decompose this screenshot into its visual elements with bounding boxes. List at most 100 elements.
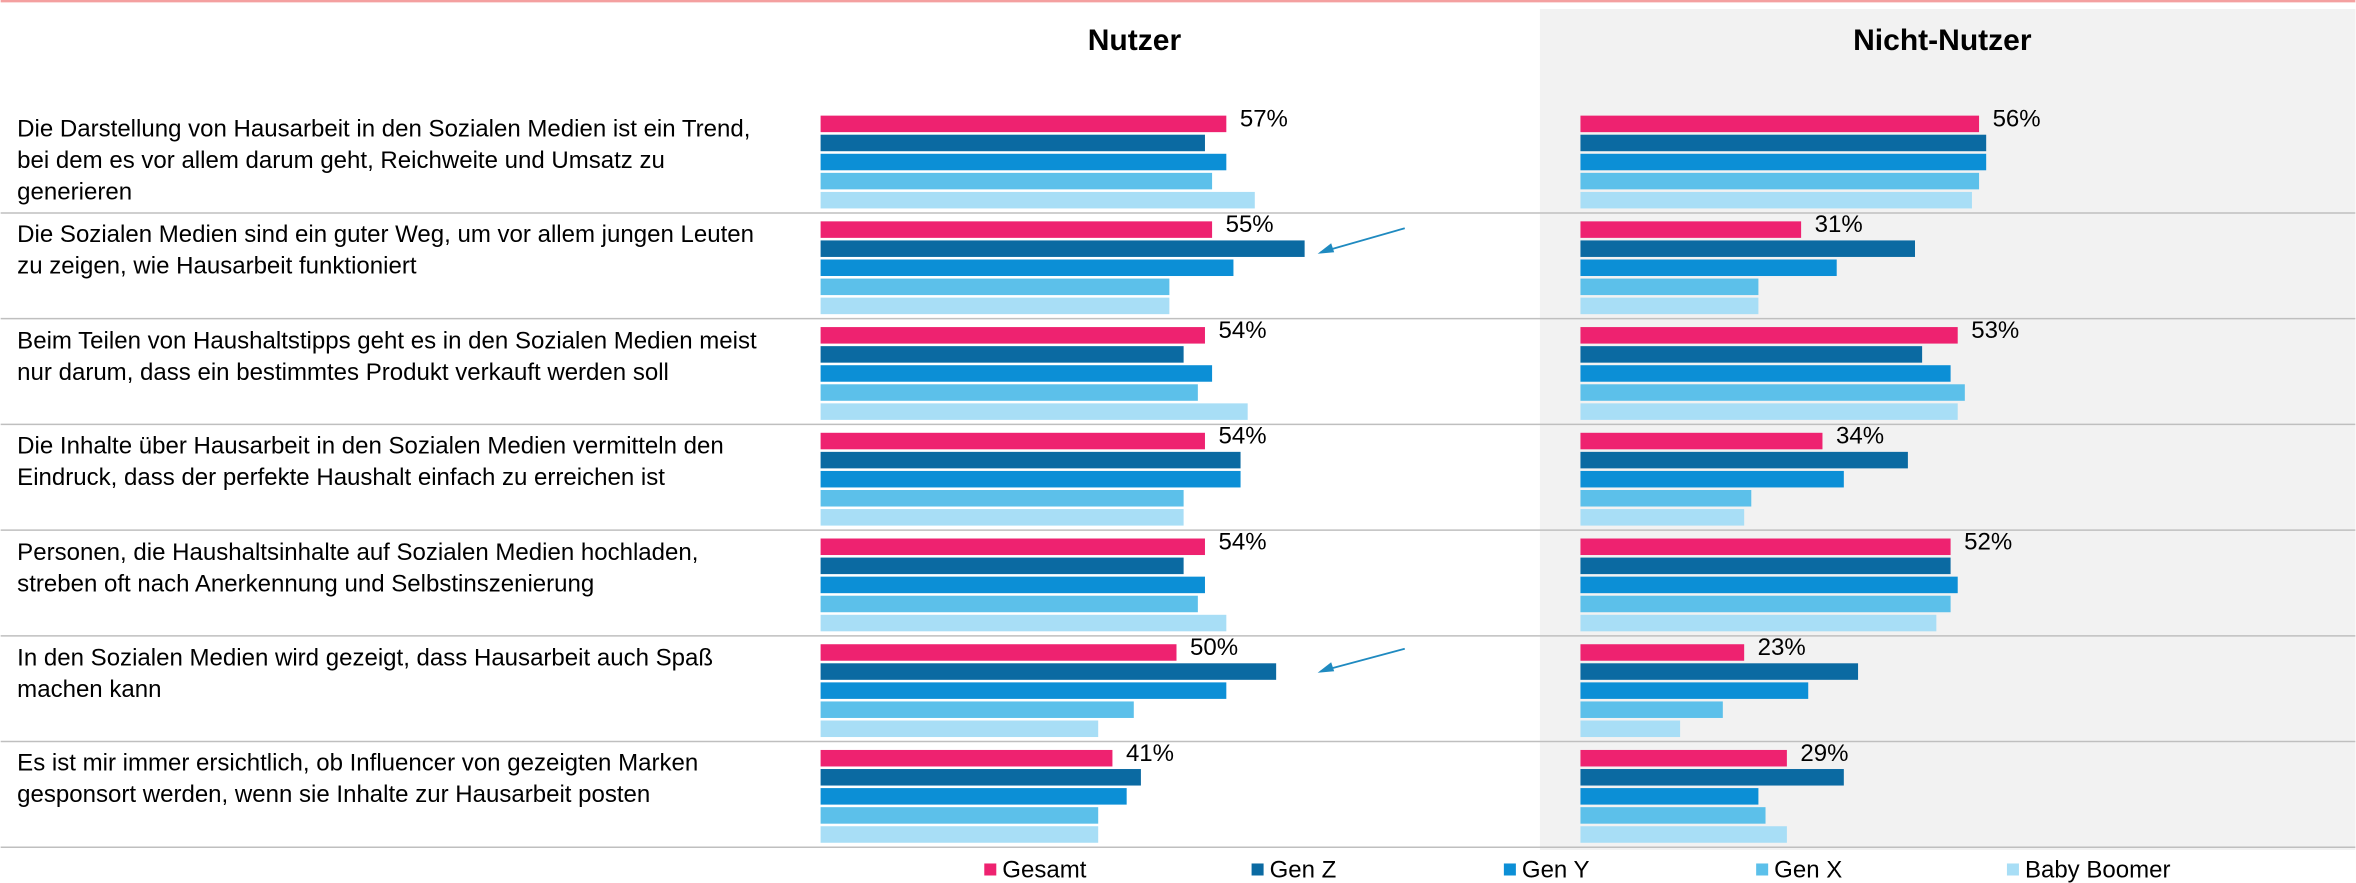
bar	[1580, 451, 1908, 469]
bar	[1580, 172, 1980, 190]
value-label: 54%	[1218, 317, 1266, 344]
bar	[820, 490, 1184, 507]
value-label: 29%	[1800, 740, 1848, 767]
bar	[1580, 509, 1745, 526]
bar	[820, 538, 1205, 556]
bar	[1580, 576, 1958, 594]
legend-label: Gesamt	[1002, 856, 1086, 883]
bar	[1580, 153, 1987, 171]
category-label-box: In den Sozialen Medien wird gezeigt, das…	[17, 646, 713, 703]
arrow-head	[1317, 243, 1335, 254]
bar	[1580, 701, 1723, 718]
bar	[820, 384, 1198, 401]
bar	[1580, 826, 1787, 843]
value-label: 54%	[1218, 528, 1266, 555]
bar	[1580, 720, 1681, 738]
bar	[1580, 346, 1923, 363]
bar	[820, 259, 1234, 277]
value-label: 55%	[1226, 211, 1274, 238]
arrow	[1320, 227, 1406, 254]
bar	[1580, 259, 1837, 277]
bar	[820, 451, 1241, 469]
bar	[820, 346, 1184, 363]
category-label: Die Darstellung von Hausarbeit in den So…	[17, 117, 751, 206]
bar	[1580, 644, 1745, 661]
category-label-box: Die Sozialen Medien sind ein guter Weg, …	[17, 223, 754, 280]
bar	[820, 240, 1305, 257]
bar	[820, 807, 1099, 824]
value-label: 34%	[1836, 423, 1884, 450]
bar	[820, 701, 1134, 718]
bar	[820, 115, 1227, 133]
value-label: 57%	[1240, 105, 1288, 132]
bar	[1580, 807, 1766, 824]
bar	[1580, 240, 1916, 257]
bar	[1580, 614, 1937, 632]
bar	[820, 720, 1099, 738]
bar	[820, 470, 1241, 488]
value-label: 50%	[1190, 634, 1238, 661]
bar	[820, 557, 1184, 575]
arrow	[1320, 647, 1405, 673]
bar	[1580, 470, 1844, 488]
legend-label: Gen X	[1774, 856, 1842, 883]
bar	[820, 663, 1277, 680]
bar	[820, 788, 1127, 805]
bar	[820, 153, 1227, 171]
bar	[1580, 769, 1844, 786]
bar	[1580, 682, 1809, 699]
bar	[820, 595, 1198, 613]
bar	[1580, 221, 1802, 238]
bar	[1580, 278, 1759, 296]
category-label-box: Es ist mir immer ersichtlich, ob Influen…	[17, 751, 699, 809]
category-label-box: Personen, die Haushaltsinhalte auf Sozia…	[17, 540, 699, 598]
value-label: 53%	[1971, 317, 2019, 344]
legend-label: Gen Z	[1270, 856, 1337, 883]
bar	[1580, 557, 1951, 575]
bar	[820, 826, 1099, 843]
legend-label: Baby Boomer	[2025, 856, 2171, 883]
category-label: Personen, die Haushaltsinhalte auf Sozia…	[17, 540, 699, 598]
value-label: 31%	[1815, 211, 1863, 238]
bar	[820, 221, 1213, 238]
legend-swatch	[984, 863, 997, 876]
bar	[820, 134, 1205, 152]
bar	[820, 297, 1170, 315]
value-label: 54%	[1218, 423, 1266, 450]
category-label: Die Inhalte über Hausarbeit in den Sozia…	[17, 434, 724, 492]
bar	[1580, 403, 1958, 420]
bar	[820, 509, 1184, 526]
value-label: 41%	[1126, 740, 1174, 767]
bar	[820, 644, 1177, 661]
bar	[1580, 365, 1951, 382]
bar	[1580, 115, 1980, 133]
bar	[1580, 191, 1972, 209]
bar	[820, 327, 1205, 344]
value-label: 56%	[1993, 105, 2041, 132]
legend-swatch	[1251, 863, 1264, 876]
bar	[1580, 134, 1987, 152]
bar	[820, 682, 1227, 699]
category-label: Es ist mir immer ersichtlich, ob Influen…	[17, 751, 699, 809]
bar	[1580, 297, 1759, 315]
category-label: Beim Teilen von Haushaltstipps geht es i…	[17, 328, 757, 386]
bar	[820, 172, 1213, 190]
bar	[820, 432, 1205, 450]
legend-swatch	[1756, 863, 1769, 876]
category-label-box: Die Inhalte über Hausarbeit in den Sozia…	[17, 434, 724, 492]
bar	[1580, 595, 1951, 613]
bar	[820, 749, 1113, 767]
legend-label: Gen Y	[1522, 856, 1590, 883]
bar	[1580, 788, 1759, 805]
bar	[820, 614, 1227, 632]
bar	[820, 191, 1255, 209]
legend-swatch	[2006, 863, 2019, 876]
bar	[820, 769, 1141, 786]
bar	[1580, 327, 1958, 344]
bar	[1580, 432, 1823, 450]
bar	[1580, 749, 1787, 767]
bar	[1580, 384, 1965, 401]
bar	[1580, 490, 1752, 507]
arrow-head	[1317, 662, 1335, 673]
